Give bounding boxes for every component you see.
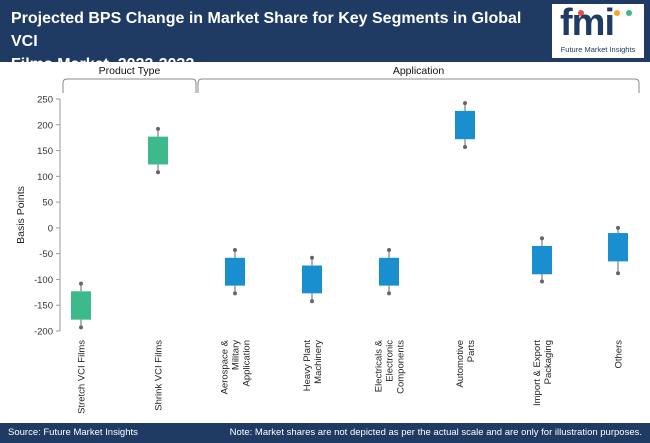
x-category-label-line: Packaging <box>543 340 554 384</box>
box-body <box>148 136 168 165</box>
box-plot-chart: -200 -150 -100 -50 0 50 100 150 200 250 Basis Poin… <box>15 65 640 414</box>
x-category-label: Electricals &ElectronicComponents <box>374 339 407 394</box>
x-category-label: Shrink VCI Films <box>154 340 165 411</box>
box-body <box>71 291 91 320</box>
box-body <box>608 233 628 262</box>
title-line-2: Films Market, 2022-2032 <box>11 56 195 73</box>
logo-dot-green-icon <box>626 10 632 16</box>
box-body <box>225 257 245 286</box>
x-category-label: Aerospace &MilitaryApplication <box>220 339 253 394</box>
whisker-cap-max <box>387 248 391 253</box>
whisker-cap-min <box>310 299 314 304</box>
whisker-cap-min <box>616 271 620 276</box>
whisker-cap-max <box>463 101 467 106</box>
group-label: Product Type <box>99 65 161 77</box>
whisker-cap-min <box>79 325 83 330</box>
x-category-label-line: Machinery <box>313 340 324 384</box>
title-line-1: Projected BPS Change in Market Share for… <box>11 10 522 50</box>
x-category-label-line: Military <box>231 340 242 370</box>
y-tick-label: 200 <box>37 120 53 131</box>
whisker-cap-max <box>79 281 83 286</box>
header-banner: Projected BPS Change in Market Share for… <box>0 0 650 73</box>
logo-dot-orange-icon <box>614 10 620 16</box>
group-bracket <box>197 78 640 93</box>
x-category-label-line: Aerospace & <box>220 339 231 394</box>
box-3 <box>225 248 245 296</box>
y-tick-label: 250 <box>37 95 53 106</box>
y-tick-label: 150 <box>37 146 53 157</box>
y-tick-label: -200 <box>34 327 53 338</box>
box-5 <box>379 248 399 296</box>
logo-word: fmi <box>560 2 615 44</box>
x-category-label: Others <box>614 340 625 369</box>
whisker-cap-max <box>156 126 160 131</box>
group-bracket <box>62 78 197 93</box>
y-tick-label: 100 <box>37 172 53 183</box>
box-body <box>302 265 322 294</box>
logo-dot-red-icon <box>578 10 584 16</box>
y-axis-title: Basis Points <box>15 186 27 244</box>
chart-title: Projected BPS Change in Market Share for… <box>11 7 531 76</box>
whisker-cap-min <box>540 279 544 284</box>
x-category-label-line: Electronic <box>385 340 396 382</box>
y-tick-label: 0 <box>48 223 53 234</box>
y-tick-label: 50 <box>42 198 53 209</box>
fmi-logo: fmi Future Market Insights <box>552 2 644 58</box>
whisker-cap-max <box>616 225 620 230</box>
box-8 <box>608 225 628 276</box>
box-body <box>532 245 552 275</box>
x-category-label-line: Shrink VCI Films <box>154 340 165 411</box>
source-text: Source: Future Market Insights <box>8 427 138 438</box>
note-text: Note: Market shares are not depicted as … <box>229 427 642 438</box>
whisker-cap-min <box>463 144 467 149</box>
logo-subtitle: Future Market Insights <box>560 45 636 54</box>
box-6 <box>455 101 475 149</box>
box-4 <box>302 255 322 304</box>
box-1 <box>71 281 91 330</box>
x-category-label-line: Electricals & <box>374 339 385 392</box>
whisker-cap-max <box>310 255 314 260</box>
whisker-cap-max <box>233 248 237 253</box>
y-tick-label: -150 <box>34 301 53 312</box>
whisker-cap-min <box>233 291 237 296</box>
box-body <box>379 257 399 286</box>
whisker-cap-min <box>387 291 391 296</box>
box-2 <box>148 126 168 175</box>
box-body <box>455 110 475 140</box>
x-category-label-line: Heavy Plant <box>302 340 313 392</box>
box-7 <box>532 236 552 284</box>
x-category-label: Stretch VCI Films <box>77 340 88 414</box>
x-category-label-line: Stretch VCI Films <box>77 340 88 414</box>
y-tick-label: -50 <box>39 249 53 260</box>
x-category-label: Import & ExportPackaging <box>532 340 554 406</box>
group-label: Application <box>393 65 445 77</box>
x-category-label-line: Automotive <box>455 340 466 388</box>
whisker-cap-max <box>540 236 544 241</box>
y-tick-label: -100 <box>34 275 53 286</box>
x-category-label: AutomotiveParts <box>455 340 477 388</box>
footer-bar: Source: Future Market Insights Note: Mar… <box>0 423 650 443</box>
x-category-label-line: Others <box>614 340 625 369</box>
x-category-label-line: Parts <box>466 340 477 362</box>
x-category-label-line: Components <box>396 340 407 394</box>
x-category-label: Heavy PlantMachinery <box>302 340 324 392</box>
x-category-label-line: Import & Export <box>532 340 543 406</box>
x-category-label-line: Application <box>242 340 253 386</box>
whisker-cap-min <box>156 170 160 175</box>
